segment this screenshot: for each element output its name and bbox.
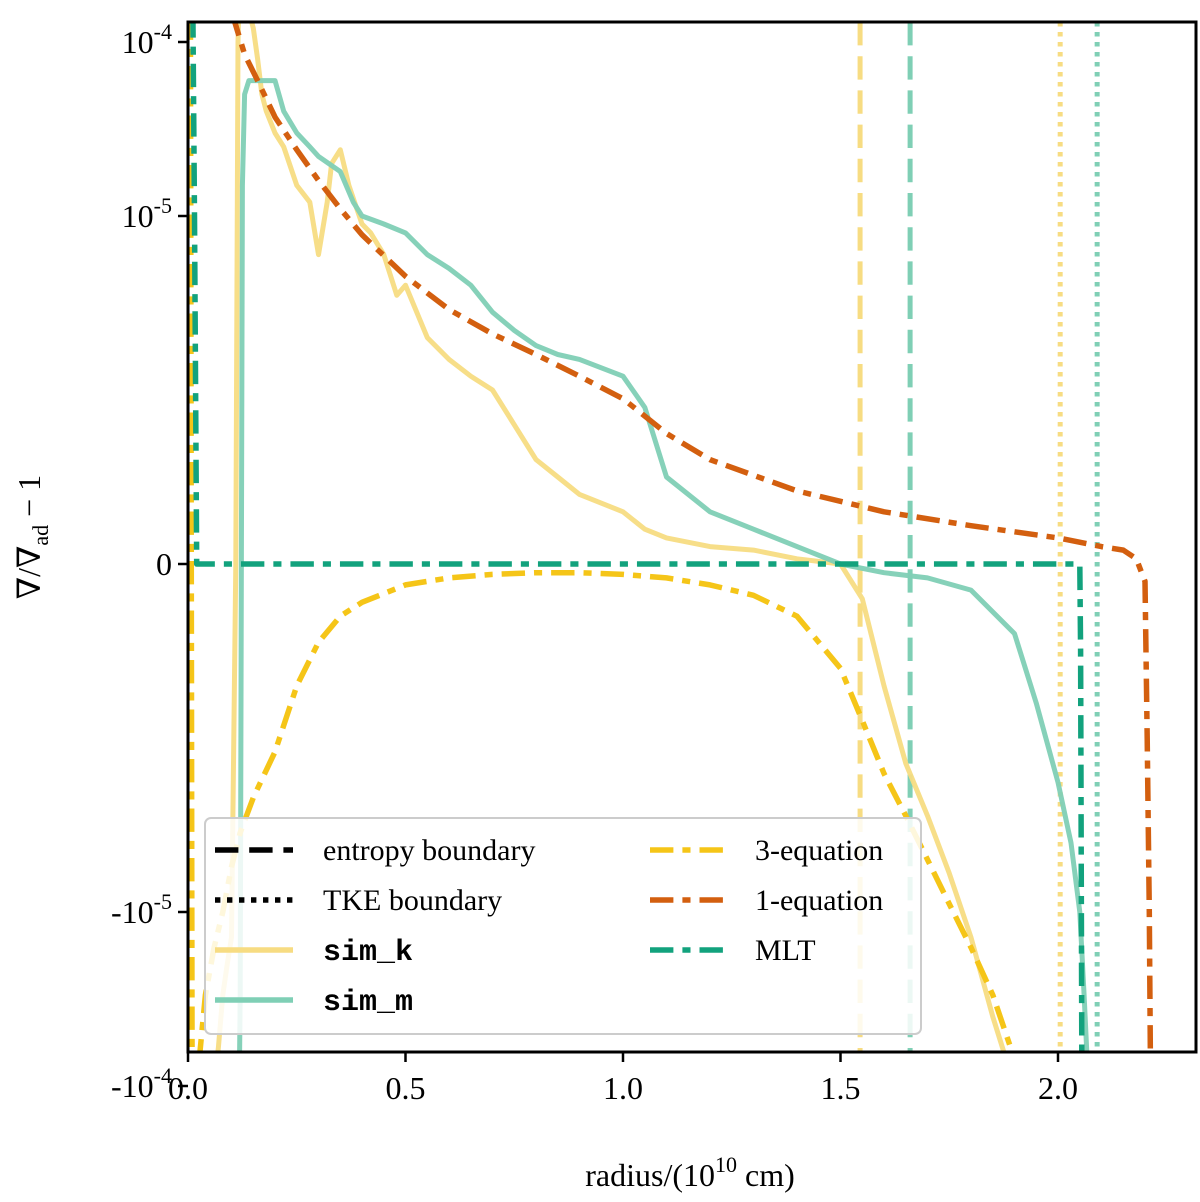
x-tick-label: 2.0 — [1038, 1070, 1078, 1106]
y-tick-label: 10-5 — [122, 193, 172, 234]
legend-label-3-equation: 3-equation — [755, 834, 883, 867]
plot-frame — [186, 20, 1198, 1054]
y-tick-label: 0 — [156, 546, 172, 582]
series-mlt — [190, 22, 1085, 1052]
y-tick-label: -10-4 — [111, 1063, 172, 1104]
x-axis-label: radius/(1010 cm) — [585, 1152, 795, 1193]
y-axis-label: ∇/∇ad − 1 — [11, 475, 53, 599]
series-sim-k — [215, 22, 1007, 1052]
legend-label-tke-boundary: TKE boundary — [323, 884, 502, 917]
x-axis: 0.0 0.5 1.0 1.5 2.0 — [168, 1052, 1078, 1106]
x-tick-label: 1.5 — [821, 1070, 861, 1106]
legend-label-1-equation: 1-equation — [755, 884, 883, 917]
legend-label-entropy-boundary: entropy boundary — [323, 834, 535, 867]
legend-box — [204, 817, 922, 1035]
legend-label-sim-m: sim_m — [323, 986, 413, 1020]
series-sim-m — [237, 78, 1090, 1052]
series-1-equation — [231, 22, 1154, 1052]
x-tick-label: 1.0 — [603, 1070, 643, 1106]
y-tick-label: -10-5 — [111, 889, 172, 930]
legend-label-mlt: MLT — [755, 934, 816, 967]
y-axis: 10-310-410-50-10-5-10-4 — [111, 19, 188, 1104]
legend-label-sim-k: sim_k — [323, 936, 413, 970]
x-tick-label: 0.0 — [168, 1070, 208, 1106]
x-tick-label: 0.5 — [386, 1070, 426, 1106]
legend: entropy boundary TKE boundary sim_k sim_m 3-… — [204, 817, 922, 1035]
y-tick-label: 10-4 — [122, 19, 172, 60]
